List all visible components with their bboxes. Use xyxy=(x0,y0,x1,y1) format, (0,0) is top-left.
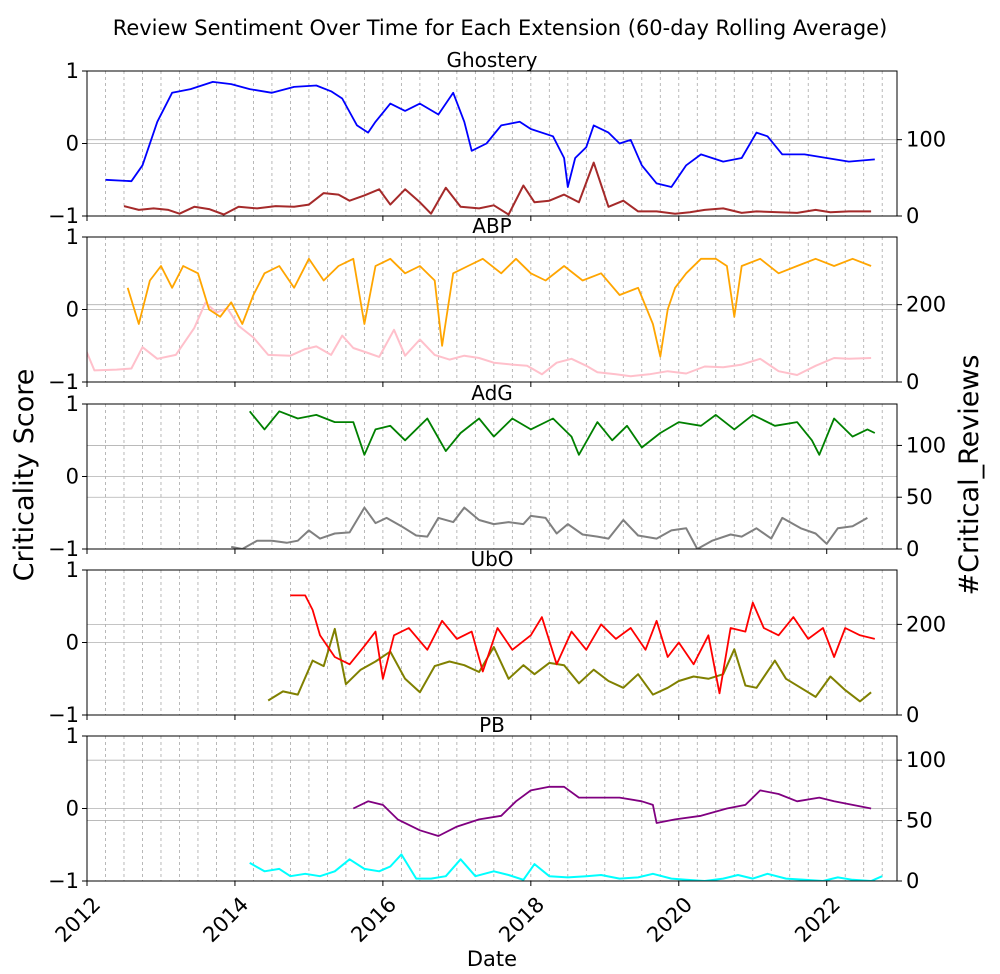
y-left-tick-label: 0 xyxy=(66,132,79,156)
series-line-critical-reviews xyxy=(123,161,872,216)
y-right-tick-label: 200 xyxy=(906,293,946,317)
y-left-tick-label: 0 xyxy=(66,631,79,655)
x-tick-label: 2018 xyxy=(494,892,549,947)
series-line-criticality-score xyxy=(105,81,875,188)
series-line-critical-reviews xyxy=(249,853,883,881)
panel-title: Ghostery xyxy=(446,48,537,72)
y-left-tick-label: −1 xyxy=(48,204,79,228)
x-tick-label: 2016 xyxy=(346,892,401,947)
chart-title: Review Sentiment Over Time for Each Exte… xyxy=(113,16,888,40)
y-axis-left-label: Criticality Score xyxy=(9,369,40,582)
y-left-tick-label: −1 xyxy=(48,869,79,893)
series-line-criticality-score xyxy=(290,594,876,695)
y-right-tick-label: 200 xyxy=(906,612,946,636)
panel-adg: −1 0 1 0 50 100 AdG xyxy=(48,381,946,561)
y-right-tick-label: 100 xyxy=(906,748,946,772)
series-line-criticality-score xyxy=(126,257,872,358)
y-right-tick-label: 100 xyxy=(906,433,946,457)
y-left-tick-label: 0 xyxy=(66,298,79,322)
y-left-tick-label: −1 xyxy=(48,370,79,394)
y-axis-right-label: #Critical_Reviews xyxy=(954,355,985,596)
y-right-tick-label: 50 xyxy=(906,809,933,833)
panel-title: UbO xyxy=(470,547,513,571)
x-tick-label: 2014 xyxy=(198,892,253,947)
y-right-tick-label: 0 xyxy=(906,869,919,893)
panels: −1010100Ghostery−1010200ABP−101050100AdG… xyxy=(48,48,946,947)
x-axis-label: Date xyxy=(467,947,517,971)
panel-ghostery: −1 0 1 0 100 Ghostery xyxy=(48,48,946,228)
y-left-tick-label: 1 xyxy=(66,59,79,83)
panel-ubo: −1 0 1 0 200 UbO xyxy=(48,547,946,727)
y-left-tick-label: −1 xyxy=(48,537,79,561)
y-left-tick-label: −1 xyxy=(48,703,79,727)
y-right-tick-label: 0 xyxy=(906,370,919,394)
y-right-tick-label: 0 xyxy=(906,703,919,727)
y-right-tick-label: 50 xyxy=(906,485,933,509)
series-line-critical-reviews xyxy=(87,301,872,378)
series-line-criticality-score xyxy=(352,785,872,837)
y-right-tick-label: 100 xyxy=(906,128,946,152)
y-right-tick-label: 0 xyxy=(906,537,919,561)
panel-title: AdG xyxy=(471,381,513,405)
panel-pb: −1 0 1 0 50 100 PB xyxy=(48,713,946,893)
panel-title: ABP xyxy=(472,214,511,238)
series-line-criticality-score xyxy=(249,410,876,456)
y-left-tick-label: 1 xyxy=(66,724,79,748)
x-tick-label: 2022 xyxy=(790,892,845,947)
panel-title: PB xyxy=(479,713,505,737)
y-left-tick-label: 0 xyxy=(66,797,79,821)
x-tick-label: 2020 xyxy=(642,892,697,947)
y-left-tick-label: 0 xyxy=(66,465,79,489)
x-tick-label: 2012 xyxy=(51,892,106,947)
series-line-critical-reviews xyxy=(231,506,868,549)
y-left-tick-label: 1 xyxy=(66,558,79,582)
y-right-tick-label: 0 xyxy=(906,204,919,228)
y-left-tick-label: 1 xyxy=(66,392,79,416)
series-line-critical-reviews xyxy=(267,627,872,703)
panel-abp: −1 0 1 0 200 ABP xyxy=(48,214,946,394)
y-left-tick-label: 1 xyxy=(66,225,79,249)
